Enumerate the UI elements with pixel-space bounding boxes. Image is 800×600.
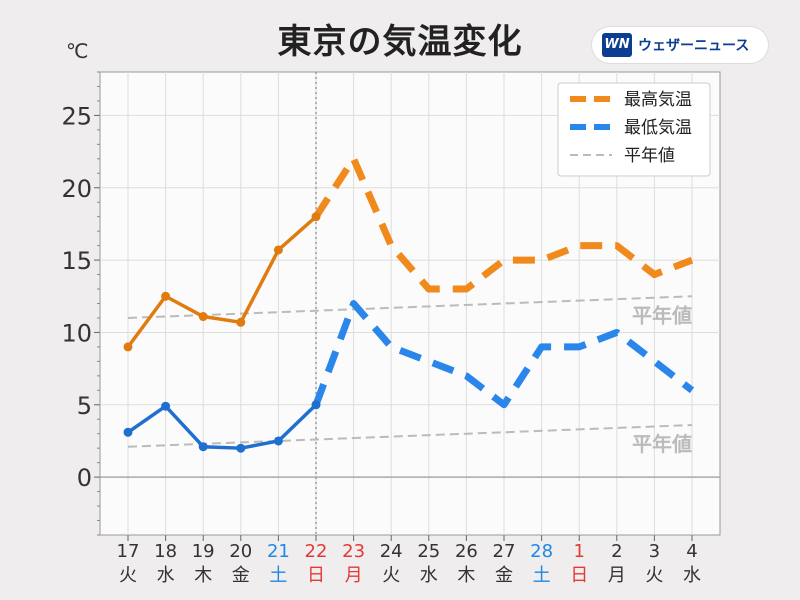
x-tick-day: 24 [380,541,403,562]
x-tick-weekday: 日 [307,565,325,586]
data-point [161,291,171,301]
data-point [236,443,246,453]
y-unit-label: ℃ [66,39,88,63]
x-tick-day: 22 [305,541,328,562]
y-axis: ℃ 0 5 10 15 20 25 [61,39,100,536]
x-tick-day: 19 [192,541,215,562]
y-tick-label: 0 [77,464,92,492]
data-point [198,312,208,322]
series-observed-line [126,215,318,348]
x-tick-day: 20 [229,541,252,562]
legend-label: 最高気温 [624,90,692,110]
x-tick-weekday: 金 [232,565,250,586]
logo-text: ウェザーニュース [638,38,750,54]
y-tick-label: 15 [61,247,92,275]
data-point [311,400,321,410]
x-tick-weekday: 土 [533,565,551,586]
x-tick-day: 26 [455,541,478,562]
normal-line [127,424,693,448]
x-tick-weekday: 水 [157,565,175,586]
data-point [198,442,208,452]
x-tick-day: 28 [530,541,553,562]
data-point [123,427,133,437]
data-point [273,245,283,255]
chart-title: 東京の気温変化 [277,22,523,62]
data-point [123,342,133,352]
normal-line-label: 平年値 [632,432,692,456]
data-point [273,436,283,446]
series-forecast-line [312,300,695,409]
x-tick-day: 4 [686,541,697,562]
x-axis: 17 火 18 水 19 木 20 金 21 土 22 日 23 月 24 火 25 水 26 木 27 金 28 土 1 日 2 月… [117,535,701,586]
data-point [311,212,321,222]
x-tick-weekday: 金 [495,565,513,586]
y-tick-label: 5 [77,392,92,420]
x-tick-weekday: 日 [570,565,588,586]
normal-line [127,295,693,319]
normal-line-label: 平年値 [632,303,692,327]
series-observed-line [127,403,318,450]
weathernews-logo: WN ウェザーニュース [592,27,768,63]
legend-label: 平年値 [624,146,675,166]
logo-mark-icon: WN [602,33,632,57]
x-tick-day: 21 [267,541,290,562]
x-tick-weekday: 月 [608,565,626,586]
data-point [161,401,171,411]
x-tick-weekday: 土 [269,565,287,586]
x-tick-weekday: 水 [420,565,438,586]
x-tick-day: 1 [573,541,584,562]
x-tick-weekday: 火 [119,565,137,586]
series-forecast-line [313,155,694,293]
x-tick-weekday: 木 [194,565,212,586]
x-tick-day: 3 [649,541,660,562]
x-tick-day: 23 [342,541,365,562]
series-lines [123,155,695,453]
y-tick-label: 20 [61,175,92,203]
x-tick-weekday: 木 [457,565,475,586]
x-tick-day: 25 [417,541,440,562]
x-tick-day: 27 [493,541,516,562]
y-tick-label: 10 [61,319,92,347]
x-tick-weekday: 月 [345,565,363,586]
x-tick-day: 18 [154,541,177,562]
x-tick-day: 2 [611,541,622,562]
y-tick-label: 25 [61,102,92,130]
x-tick-weekday: 火 [645,565,663,586]
x-tick-day: 17 [117,541,140,562]
legend-label: 最低気温 [624,118,692,138]
x-tick-weekday: 火 [382,565,400,586]
x-tick-weekday: 水 [683,565,701,586]
legend-box [557,82,711,177]
data-point [236,317,246,327]
